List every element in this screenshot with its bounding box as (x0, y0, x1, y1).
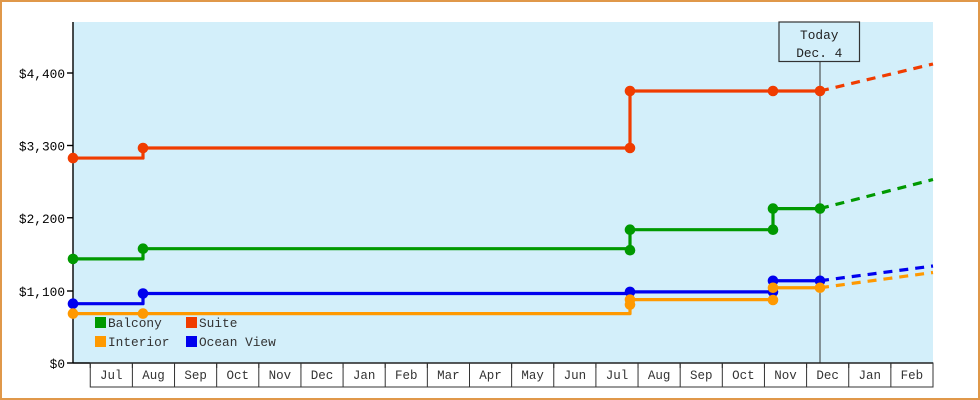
svg-text:Aug: Aug (648, 369, 671, 383)
svg-text:Feb: Feb (901, 369, 924, 383)
svg-text:Apr: Apr (479, 369, 502, 383)
svg-text:Jun: Jun (564, 369, 587, 383)
svg-text:Interior: Interior (108, 335, 169, 350)
svg-text:Nov: Nov (269, 369, 292, 383)
svg-text:Jul: Jul (606, 369, 629, 383)
svg-text:$3,300: $3,300 (19, 140, 65, 155)
svg-text:$4,400: $4,400 (19, 67, 65, 82)
svg-text:Feb: Feb (395, 369, 418, 383)
svg-text:Balcony: Balcony (108, 316, 162, 331)
svg-text:Dec: Dec (311, 369, 334, 383)
svg-text:Aug: Aug (142, 369, 165, 383)
svg-text:Oct: Oct (732, 369, 755, 383)
svg-text:Oct: Oct (226, 369, 249, 383)
svg-text:$1,100: $1,100 (19, 285, 65, 300)
svg-text:Ocean View: Ocean View (199, 335, 276, 350)
svg-text:Jul: Jul (100, 369, 123, 383)
svg-text:Sep: Sep (690, 369, 713, 383)
svg-text:May: May (521, 369, 544, 383)
svg-text:Dec. 4: Dec. 4 (796, 46, 842, 61)
svg-text:$0: $0 (50, 357, 65, 372)
svg-text:Mar: Mar (437, 369, 460, 383)
svg-text:Sep: Sep (184, 369, 207, 383)
svg-text:Suite: Suite (199, 316, 237, 331)
svg-text:Jan: Jan (859, 369, 882, 383)
svg-text:Nov: Nov (774, 369, 797, 383)
svg-text:$2,200: $2,200 (19, 212, 65, 227)
svg-text:Jan: Jan (353, 369, 376, 383)
svg-text:Dec: Dec (816, 369, 839, 383)
svg-text:Today: Today (800, 28, 839, 43)
